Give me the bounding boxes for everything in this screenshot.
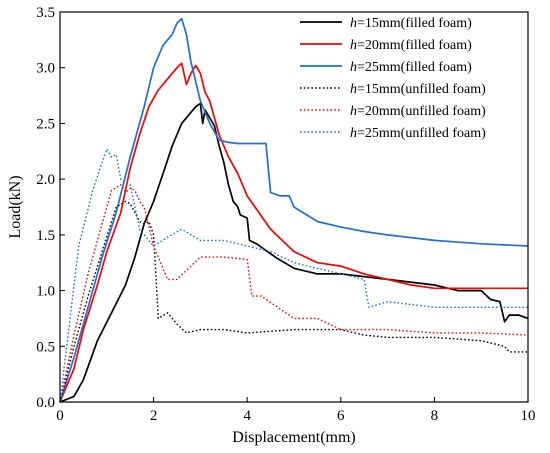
x-tick-label: 6 xyxy=(337,408,345,424)
x-tick-label: 4 xyxy=(243,408,251,424)
y-tick-label: 1.0 xyxy=(36,284,55,300)
legend-label-3: h=25mm(filled foam) xyxy=(350,60,472,75)
legend-label-1: h=15mm(filled foam) xyxy=(350,16,472,31)
y-tick-label: 1.5 xyxy=(36,228,55,244)
series-line-5 xyxy=(59,184,529,403)
series-line-1 xyxy=(59,102,529,403)
x-tick-label: 0 xyxy=(56,408,64,424)
y-tick-label: 2.0 xyxy=(36,172,55,188)
y-tick-label: 3.0 xyxy=(36,61,55,77)
x-tick-label: 8 xyxy=(431,408,439,424)
legend-label-6: h=25mm(unfilled foam) xyxy=(350,126,486,141)
legend-label-2: h=20mm(filled foam) xyxy=(350,38,472,53)
y-axis-title: Load(kN) xyxy=(7,175,24,238)
series-line-6 xyxy=(59,148,528,403)
y-tick-label: 0.0 xyxy=(36,395,55,411)
y-tick-label: 3.5 xyxy=(36,5,55,21)
legend: h=15mm(filled foam) h=20mm(filled foam) h=… xyxy=(300,16,486,141)
series-layer xyxy=(59,17,529,403)
y-tick-label: 0.5 xyxy=(36,339,55,355)
plot-frame xyxy=(59,11,529,403)
legend-label-4: h=15mm(unfilled foam) xyxy=(350,82,486,97)
series-line-2 xyxy=(59,62,528,403)
series-line-4 xyxy=(59,200,528,403)
x-axis-title: Displacement(mm) xyxy=(232,429,356,446)
y-tick-label: 2.5 xyxy=(36,116,55,132)
series-line-3 xyxy=(59,17,529,403)
legend-label-5: h=20mm(unfilled foam) xyxy=(350,104,486,119)
tick-layer: 0 2 4 6 8 10 0.0 0.5 1.0 1.5 2.0 2.5 3.0 3.5 xyxy=(36,5,535,424)
x-tick-label: 2 xyxy=(150,408,158,424)
x-tick-label: 10 xyxy=(521,408,536,424)
